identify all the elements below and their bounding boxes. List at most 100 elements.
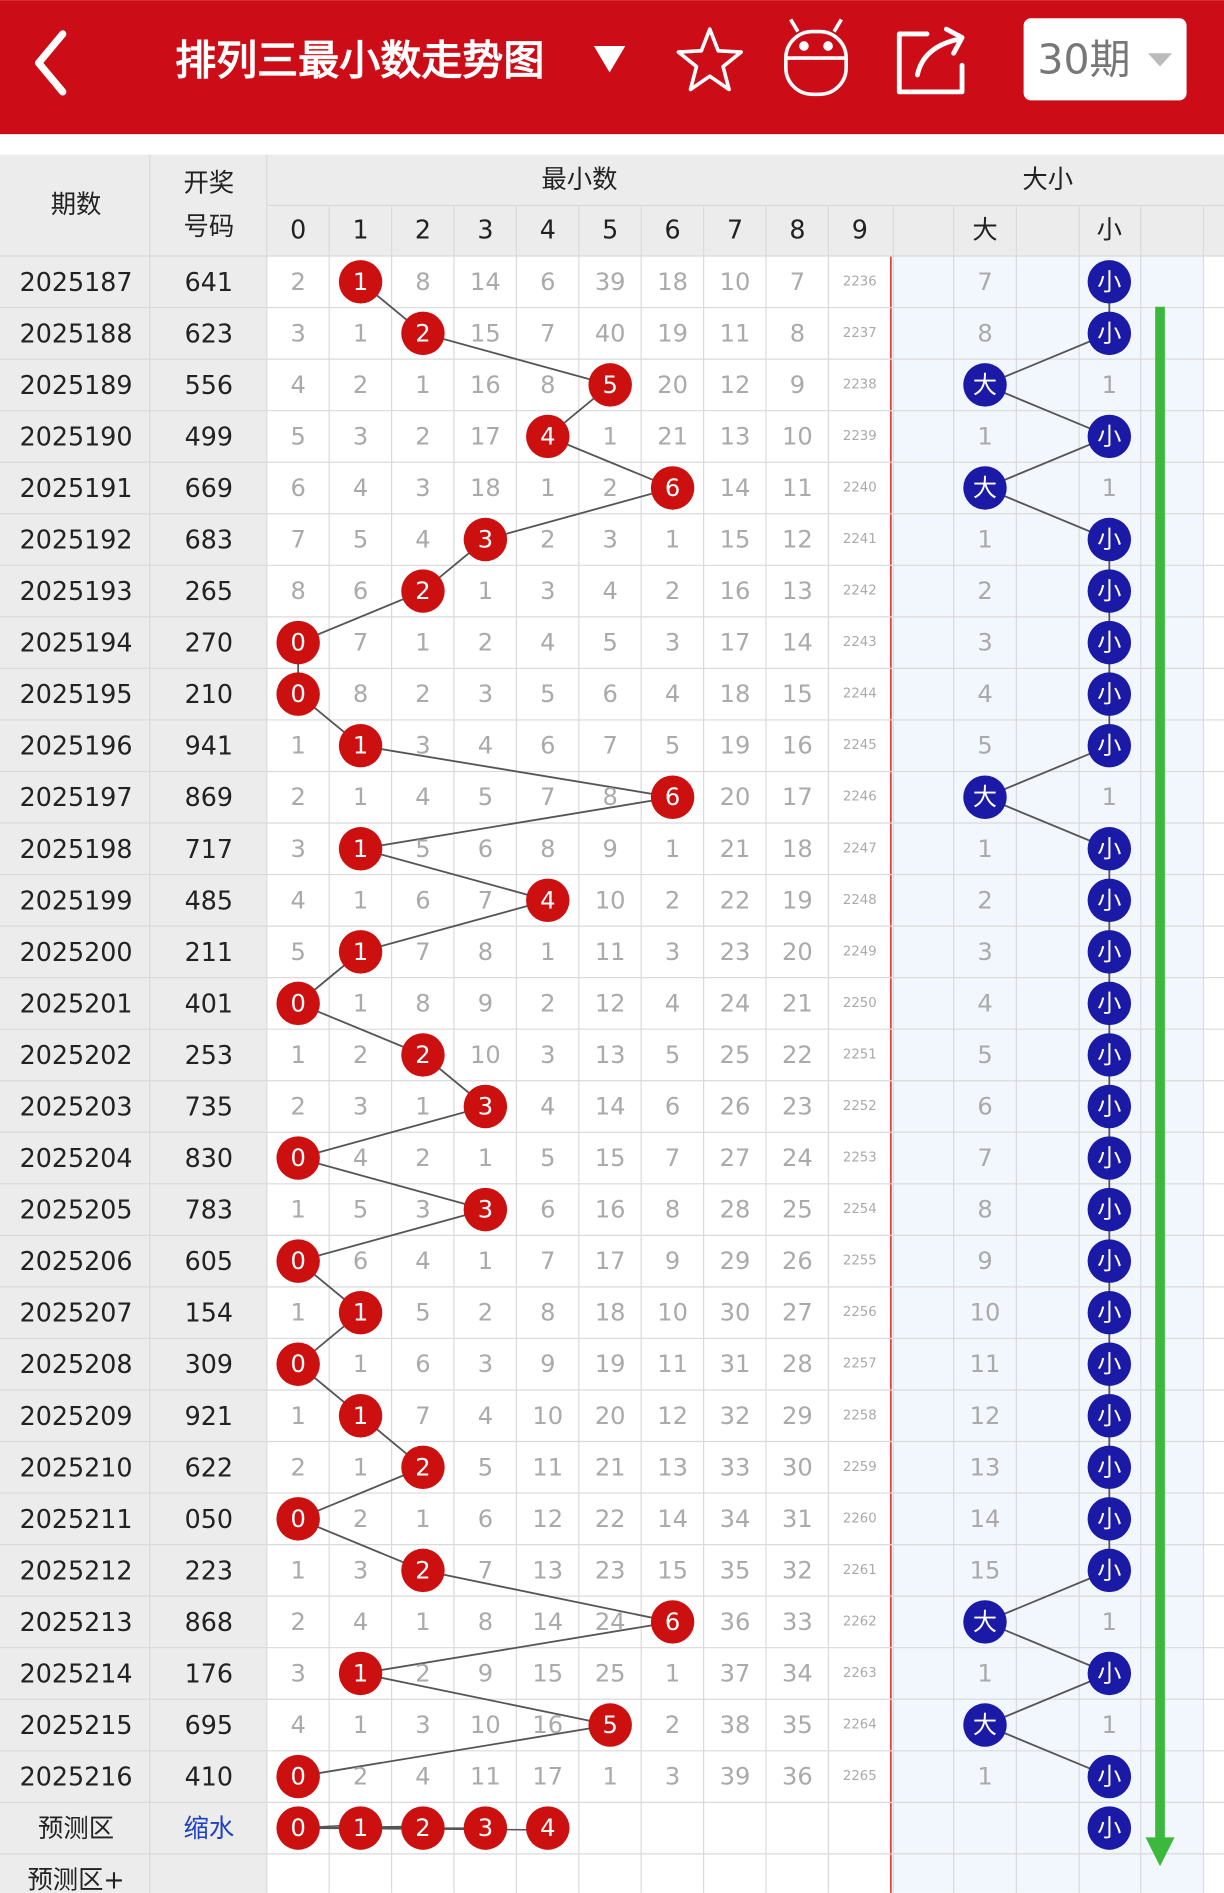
page-title: 排列三最小数走势图 — [175, 36, 544, 84]
hit-ball — [1087, 1394, 1132, 1438]
miss-count: 10 — [532, 1402, 563, 1430]
miss-count: 34 — [720, 1505, 751, 1533]
miss-count: 2237 — [843, 326, 877, 341]
hit-label: 小 — [1097, 989, 1121, 1017]
robot-button[interactable] — [784, 18, 848, 97]
miss-count: 8 — [540, 835, 555, 863]
favorite-button[interactable] — [676, 27, 743, 92]
miss-count: 36 — [720, 1608, 751, 1636]
hit-ball — [463, 1806, 508, 1850]
miss-count: 28 — [782, 1350, 813, 1378]
title-dropdown[interactable] — [593, 46, 626, 73]
miss-count: 6 — [415, 886, 430, 914]
miss-count: 8 — [790, 319, 805, 347]
miss-count: 7 — [540, 319, 555, 347]
miss-count: 1 — [353, 1350, 368, 1378]
miss-count: 30 — [720, 1299, 751, 1327]
miss-count: 5 — [665, 1041, 680, 1069]
miss-count: 2260 — [843, 1511, 877, 1526]
hit-ball — [276, 1754, 320, 1799]
miss-count: 9 — [603, 835, 618, 863]
hit-label: 5 — [603, 371, 618, 399]
digit-header: 8 — [789, 214, 805, 244]
miss-count: 24 — [720, 989, 751, 1017]
share-button[interactable] — [896, 26, 965, 95]
miss-count: 5 — [977, 732, 992, 760]
miss-count: 3 — [353, 1093, 368, 1121]
hit-ball — [1087, 260, 1132, 304]
miss-count: 15 — [532, 1659, 563, 1687]
miss-count: 4 — [665, 989, 680, 1017]
miss-count: 13 — [657, 1453, 688, 1481]
miss-count: 1 — [977, 1659, 992, 1687]
issue: 2025192 — [20, 525, 133, 555]
miss-count: 5 — [478, 1453, 493, 1481]
miss-count: 8 — [977, 319, 992, 347]
miss-count: 15 — [720, 526, 751, 554]
hit-label: 小 — [1097, 1196, 1121, 1224]
miss-count: 2 — [665, 1711, 680, 1739]
issue: 2025213 — [20, 1607, 133, 1637]
hit-ball — [650, 775, 695, 819]
hit-ball — [650, 1600, 695, 1644]
miss-count: 19 — [720, 732, 751, 760]
hit-ball — [1087, 672, 1132, 716]
issue: 2025198 — [20, 834, 133, 864]
miss-count: 3 — [665, 938, 680, 966]
miss-count: 3 — [977, 938, 992, 966]
miss-count: 4 — [603, 577, 618, 605]
hit-ball — [1087, 1187, 1132, 1232]
hit-ball — [1087, 1239, 1132, 1283]
miss-count: 6 — [353, 1247, 368, 1275]
miss-count: 20 — [720, 783, 751, 811]
miss-count: 8 — [665, 1196, 680, 1224]
miss-count: 2256 — [843, 1305, 877, 1320]
miss-count: 5 — [290, 422, 305, 450]
draw-number: 499 — [185, 421, 233, 451]
miss-count: 7 — [415, 938, 430, 966]
miss-count: 2236 — [843, 274, 877, 289]
hit-ball — [276, 1136, 320, 1180]
miss-count: 20 — [657, 371, 688, 399]
forecast-draw: 缩水 — [183, 1813, 234, 1843]
miss-count: 2 — [415, 1659, 430, 1687]
miss-count: 16 — [470, 371, 501, 399]
miss-count: 5 — [290, 938, 305, 966]
draw-number: 683 — [185, 525, 233, 555]
miss-count: 2 — [290, 1093, 305, 1121]
miss-count: 1 — [415, 629, 430, 657]
hit-ball — [338, 827, 383, 871]
miss-count: 19 — [595, 1350, 626, 1378]
digit-header: 1 — [352, 214, 368, 244]
hit-label: 0 — [290, 1505, 305, 1533]
hit-ball — [1087, 620, 1132, 665]
miss-count: 1 — [540, 938, 555, 966]
draw-number: 717 — [185, 834, 233, 864]
miss-count: 2 — [478, 1299, 493, 1327]
hit-label: 小 — [1097, 1453, 1121, 1481]
miss-count: 5 — [603, 629, 618, 657]
hit-label: 0 — [290, 1350, 305, 1378]
miss-count: 3 — [665, 1763, 680, 1791]
miss-count: 24 — [782, 1144, 813, 1172]
miss-count: 33 — [720, 1453, 751, 1481]
hit-label: 3 — [478, 1196, 493, 1224]
hit-ball — [338, 1806, 383, 1850]
miss-count: 3 — [415, 474, 430, 502]
period-select[interactable] — [1023, 18, 1187, 101]
miss-count: 24 — [595, 1608, 626, 1636]
hit-ball — [963, 363, 1007, 407]
issue: 2025216 — [20, 1762, 133, 1792]
miss-count: 2265 — [843, 1769, 877, 1784]
hit-ball — [401, 1445, 445, 1490]
miss-count: 1 — [415, 1608, 430, 1636]
draw-number: 556 — [185, 370, 233, 400]
issue: 2025211 — [20, 1504, 133, 1534]
issue: 2025196 — [20, 731, 133, 761]
trend-arrow — [1145, 306, 1175, 1867]
back-button[interactable] — [35, 30, 67, 96]
draw-number: 869 — [185, 782, 233, 812]
miss-count: 5 — [977, 1041, 992, 1069]
hit-label: 小 — [1097, 1402, 1121, 1430]
miss-count: 3 — [665, 629, 680, 657]
